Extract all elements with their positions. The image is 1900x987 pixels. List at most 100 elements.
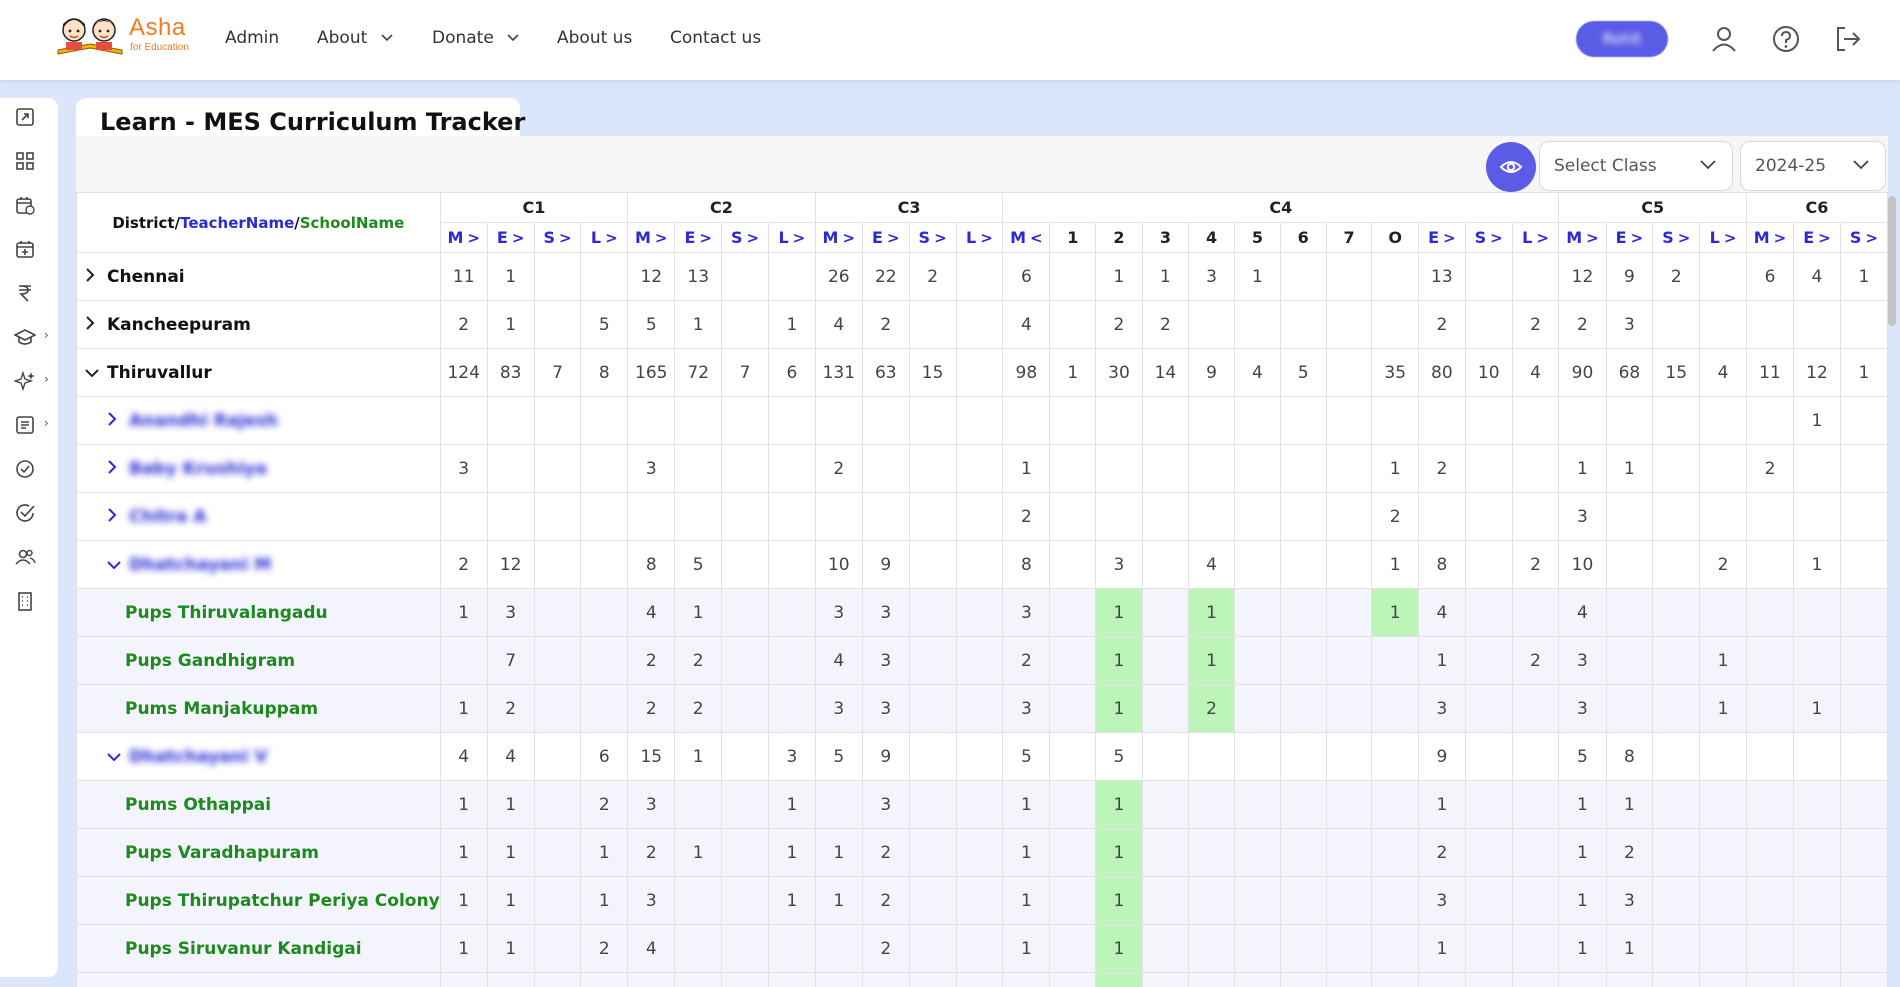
subject-column-header[interactable]: S > <box>533 222 582 253</box>
chevron-down-icon[interactable] <box>107 747 123 767</box>
chevron-right-icon[interactable] <box>85 315 101 335</box>
expand-arrow-icon[interactable]: > <box>467 229 480 247</box>
nav-donate[interactable]: Donate <box>432 28 519 48</box>
district-name-cell[interactable]: Thiruvallur <box>76 348 441 397</box>
subject-column-header[interactable]: E > <box>1793 222 1841 253</box>
table-row-teacher[interactable]: Anandhi Rajesh 1 <box>76 396 1888 445</box>
chevron-right-icon[interactable] <box>107 411 123 431</box>
expand-arrow-icon[interactable]: > <box>1443 229 1456 247</box>
expand-arrow-icon[interactable]: > <box>1490 229 1503 247</box>
subject-column-header[interactable]: M > <box>1745 222 1795 253</box>
chevron-right-icon[interactable] <box>107 507 123 527</box>
teacher-name-cell[interactable]: Dhatchayani M <box>76 540 441 589</box>
expand-arrow-icon[interactable]: > <box>1818 229 1831 247</box>
nav-about-us[interactable]: About us <box>557 28 632 48</box>
expand-arrow-icon[interactable]: > <box>1630 229 1644 247</box>
expand-arrow-icon[interactable]: > <box>792 229 806 247</box>
asha-logo[interactable]: Asha for Education <box>50 12 190 60</box>
subject-column-header[interactable]: M > <box>814 222 863 253</box>
view-toggle-button[interactable] <box>1486 142 1536 192</box>
expand-arrow-icon[interactable]: > <box>654 229 668 247</box>
chevron-right-icon[interactable] <box>85 267 101 287</box>
table-row-teacher[interactable]: Dhatchayani V 4 4 6 15 1 3 5 9 5 5 9 5 8 <box>76 732 1888 781</box>
chevron-right-icon[interactable]: › <box>44 416 49 430</box>
logout-icon[interactable] <box>1833 24 1863 54</box>
chevron-right-icon[interactable] <box>107 459 123 479</box>
year-select[interactable]: 2024-25 <box>1740 141 1886 191</box>
subject-column-header[interactable]: M > <box>439 222 488 253</box>
subject-column-header[interactable]: L > <box>955 222 1004 253</box>
expand-arrow-icon[interactable]: > <box>746 229 760 247</box>
subject-column-header[interactable]: M < <box>1002 222 1051 253</box>
user-profile-button[interactable]: Rohit <box>1576 21 1668 57</box>
subject-column-header[interactable]: L > <box>1699 222 1747 253</box>
subject-column-header[interactable]: L > <box>580 222 629 253</box>
nav-contact-us[interactable]: Contact us <box>670 28 761 48</box>
teacher-name-cell[interactable]: Chitra A <box>76 492 441 541</box>
count-cell: 3 <box>767 732 816 781</box>
chevron-down-icon[interactable] <box>85 363 101 383</box>
subject-column-header[interactable]: E > <box>1417 222 1466 253</box>
subject-column-header[interactable]: S > <box>721 222 769 253</box>
help-icon[interactable] <box>1771 24 1801 54</box>
subject-column-header[interactable]: L > <box>767 222 816 253</box>
subject-column-header[interactable]: M > <box>1558 222 1607 253</box>
expand-arrow-icon[interactable]: > <box>558 229 572 247</box>
external-link-icon[interactable] <box>14 106 36 128</box>
subject-column-header[interactable]: S > <box>1464 222 1513 253</box>
subject-column-header[interactable]: S > <box>908 222 957 253</box>
subject-column-header[interactable]: S > <box>1652 222 1701 253</box>
expand-arrow-icon[interactable]: > <box>1723 229 1737 247</box>
users-icon[interactable] <box>14 546 36 568</box>
table-row-teacher[interactable]: Baby Krushiya 3 3 2 1 1 2 1 1 2 <box>76 444 1888 493</box>
subject-column-header[interactable]: E > <box>1605 222 1654 253</box>
chevron-down-icon[interactable] <box>107 555 123 575</box>
expand-arrow-icon[interactable]: > <box>1773 229 1787 247</box>
table-row-district[interactable]: Chennai 11 1 12 13 26 22 2 6 1 1 3 1 13 12 9 2 6 4 1 <box>76 252 1888 301</box>
collapse-arrow-icon[interactable]: < <box>1030 229 1043 247</box>
chevron-right-icon[interactable]: › <box>44 328 49 342</box>
expand-arrow-icon[interactable]: > <box>1586 229 1599 247</box>
subject-column-header[interactable]: E > <box>486 222 535 253</box>
teacher-name-cell[interactable]: Dhatchayani V <box>76 732 441 781</box>
nav-about[interactable]: About <box>317 28 393 48</box>
rupee-icon[interactable] <box>14 282 36 304</box>
expand-arrow-icon[interactable]: > <box>1536 229 1549 247</box>
nav-admin[interactable]: Admin <box>225 28 279 48</box>
document-icon[interactable] <box>14 414 36 436</box>
expand-arrow-icon[interactable]: > <box>886 229 900 247</box>
expand-arrow-icon[interactable]: > <box>1677 229 1691 247</box>
expand-arrow-icon[interactable]: > <box>511 229 525 247</box>
calendar-clock-icon[interactable] <box>14 194 36 216</box>
user-icon[interactable] <box>1709 24 1739 54</box>
dashboard-icon[interactable] <box>14 150 36 172</box>
teacher-name-cell[interactable]: Baby Krushiya <box>76 444 441 493</box>
district-name-cell[interactable]: Kancheepuram <box>76 300 441 349</box>
sparkles-icon[interactable] <box>14 370 36 392</box>
table-row-district[interactable]: Kancheepuram 2 1 5 5 1 1 4 2 4 2 2 2 2 2 3 <box>76 300 1888 349</box>
expand-arrow-icon[interactable]: > <box>605 229 618 247</box>
building-icon[interactable] <box>14 590 36 612</box>
expand-arrow-icon[interactable]: > <box>934 229 947 247</box>
table-row-district[interactable]: Thiruvallur 124 83 7 8 165 72 7 6 131 63 15 98 1 30 14 9… <box>76 348 1888 397</box>
graduation-cap-icon[interactable] <box>14 326 36 348</box>
calendar-plus-icon[interactable] <box>14 238 36 260</box>
subject-column-header[interactable]: M > <box>627 222 676 253</box>
expand-arrow-icon[interactable]: > <box>980 229 993 247</box>
table-row-teacher[interactable]: Chitra A 2 2 3 <box>76 492 1888 541</box>
subject-column-header[interactable]: E > <box>861 222 910 253</box>
teacher-name-cell[interactable]: Anandhi Rajesh <box>76 396 441 445</box>
expand-arrow-icon[interactable]: > <box>699 229 712 247</box>
class-select[interactable]: Select Class <box>1539 141 1733 191</box>
check-circle-icon[interactable] <box>14 458 36 480</box>
chevron-right-icon[interactable]: › <box>44 372 49 386</box>
district-name-cell[interactable]: Chennai <box>76 252 441 301</box>
expand-arrow-icon[interactable]: > <box>1865 229 1878 247</box>
subject-column-header[interactable]: L > <box>1511 222 1560 253</box>
check-badge-icon[interactable] <box>14 502 36 524</box>
expand-arrow-icon[interactable]: > <box>842 229 856 247</box>
subject-column-header[interactable]: S > <box>1839 222 1888 253</box>
vertical-scrollbar[interactable] <box>1888 196 1896 326</box>
subject-column-header[interactable]: E > <box>674 222 723 253</box>
table-row-teacher[interactable]: Dhatchayani M 2 12 8 5 10 9 8 3 4 1 8 2 10 2 1 <box>76 540 1888 589</box>
